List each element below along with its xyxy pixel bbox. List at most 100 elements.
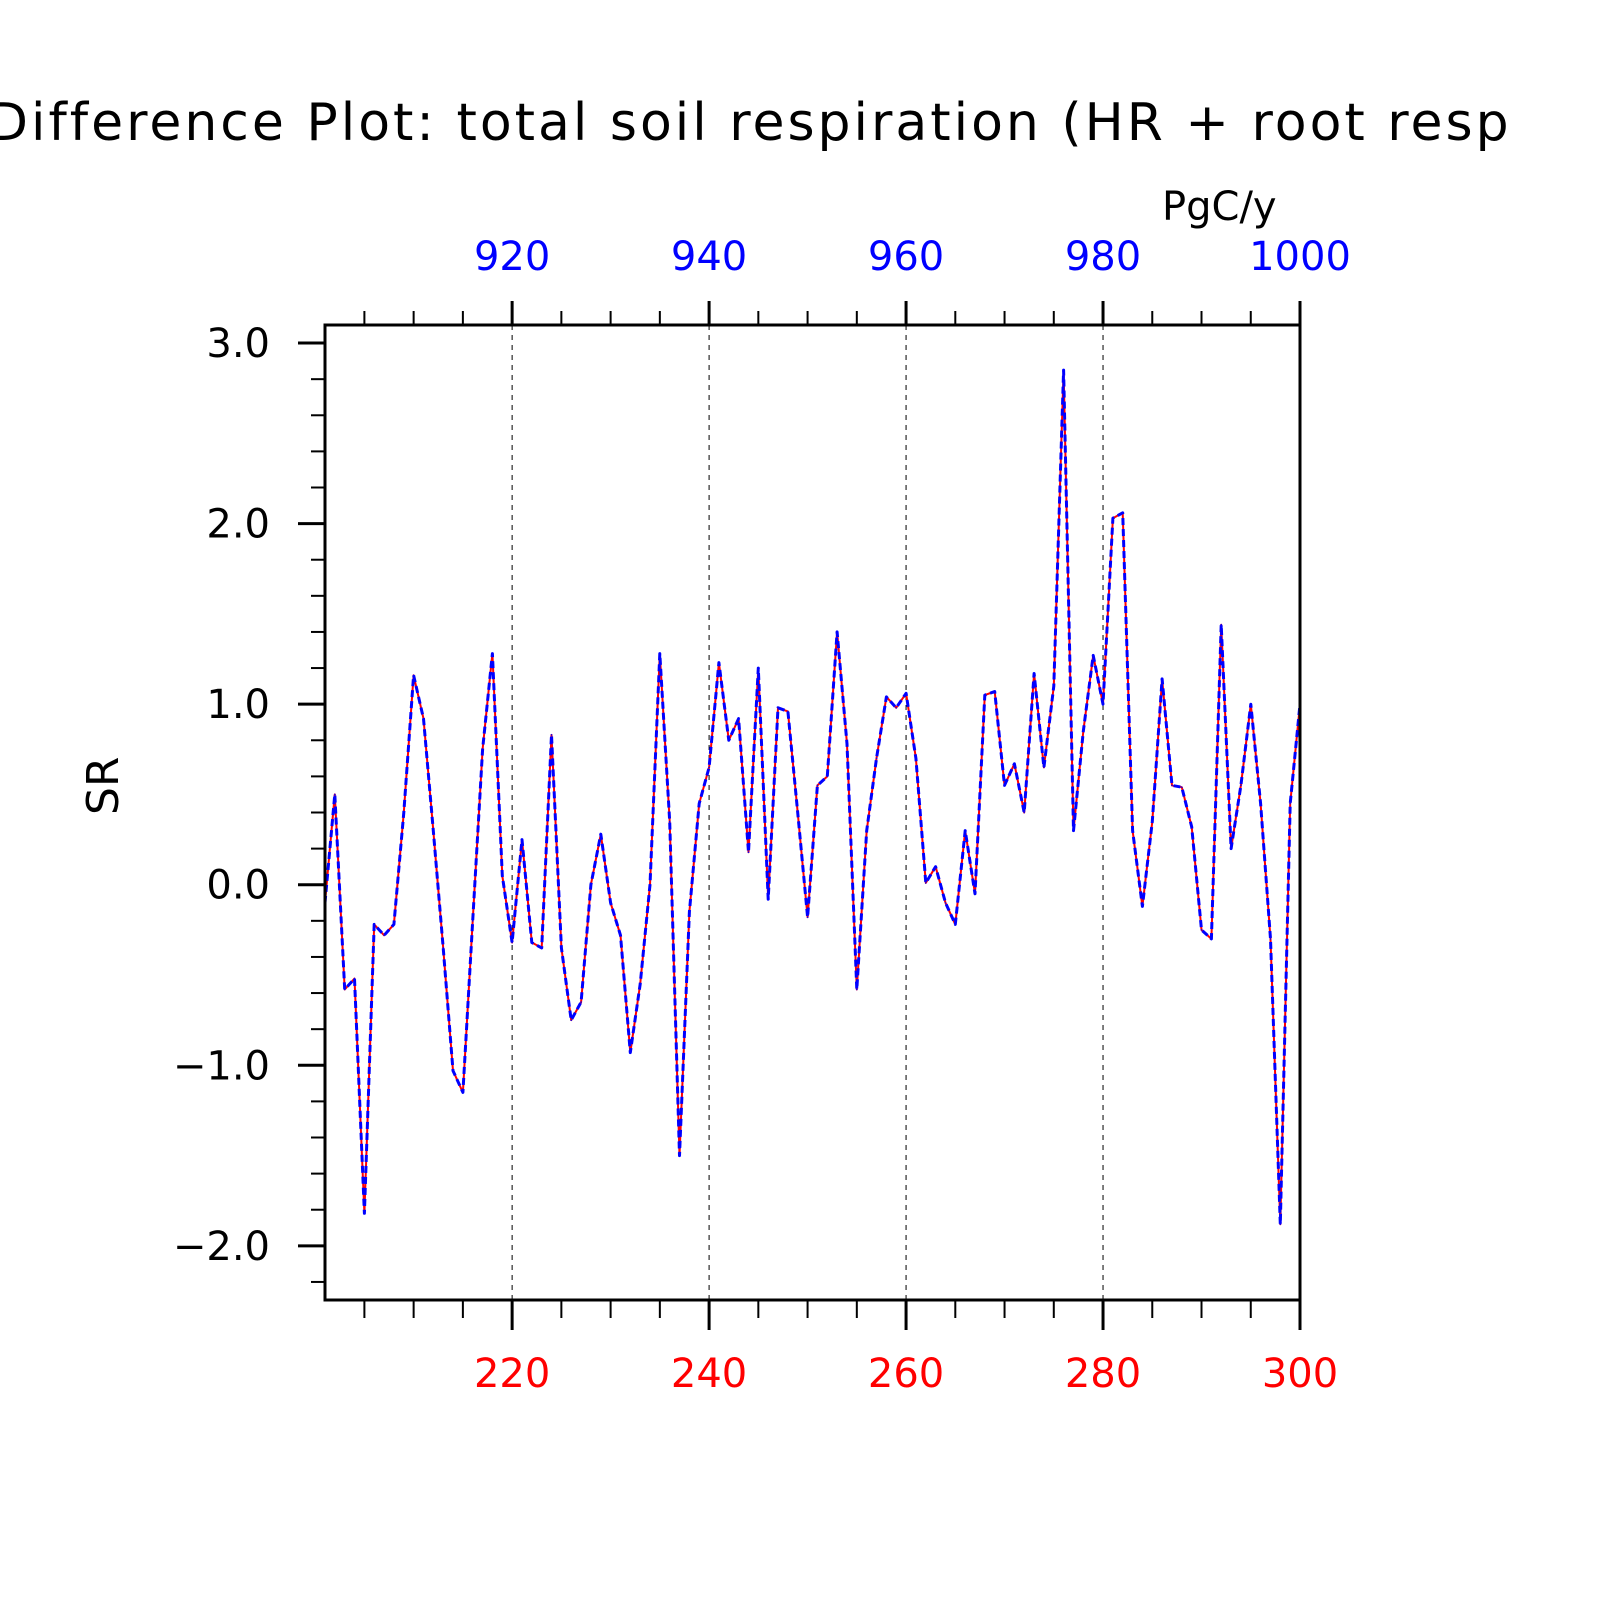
y-tick-label: 2.0 [206,502,270,548]
top-tick-label: 920 [474,234,550,280]
data-point-2 [767,898,769,900]
data-point-2 [836,631,838,633]
tick-labels: 220 240 260 280 300 920 940 960 980 1000 3.0 2.0 1.0… [173,234,1351,1397]
top-tick-label: 980 [1065,234,1141,280]
data-point-2 [373,923,376,926]
data-point-2 [1013,762,1016,765]
data-point-2 [993,690,996,693]
data-point-2 [1131,829,1134,832]
data-point-2 [747,851,750,854]
data-point-2 [540,947,543,949]
data-point-2 [590,883,592,886]
data-point-2 [422,717,425,720]
data-point-2 [1092,654,1094,657]
series-line-2 [323,368,1302,1226]
data-point-2 [1181,786,1183,789]
data-point-2 [1230,847,1232,850]
y-tick-label: −1.0 [173,1043,270,1089]
bottom-tick-label: 300 [1262,1351,1338,1397]
data-point-2 [1023,811,1026,814]
y-tick-label: 0.0 [206,863,270,909]
data-point-2 [737,717,740,720]
data-point-2 [915,757,917,760]
data-point-2 [905,692,907,695]
chart-title: Difference Plot: total soil respiration … [0,93,1512,153]
data-point-2 [984,694,986,696]
data-point-2 [1052,685,1055,687]
data-point-2 [924,882,927,884]
data-point-2 [1279,1223,1282,1225]
data-point-2 [727,739,730,742]
data-point-2 [1220,623,1223,626]
data-point-2 [412,674,415,677]
data-point-2 [718,661,720,664]
y-tick-label: 1.0 [206,682,270,728]
data-point-2 [796,811,799,814]
data-point-2 [954,923,957,926]
data-point-2 [1072,829,1075,832]
data-point-2 [599,833,602,835]
data-point-2 [1121,511,1124,514]
top-tick-label: 1000 [1249,234,1351,280]
data-point-2 [402,811,405,814]
plot-frame [323,323,1302,1302]
data-point-2 [1240,784,1242,787]
data-point-2 [757,667,760,669]
data-point-2 [1210,938,1213,940]
data-point-2 [629,1051,632,1054]
series-line-1 [324,369,1301,1226]
data-point-2 [609,901,612,904]
bottom-tick-label: 220 [474,1351,550,1397]
data-point-2 [1259,802,1262,805]
data-point-2 [816,784,819,787]
data-point-2 [452,1069,454,1072]
data-point-2 [944,901,947,904]
bottom-tick-label: 260 [868,1351,944,1397]
data-point-2 [649,883,651,886]
data-point-2 [432,829,435,832]
data-point-2 [1082,730,1085,733]
data-point-2 [531,941,533,944]
data-point-2 [1200,929,1203,931]
data-point-2 [698,802,701,805]
y-tick-label: −2.0 [173,1224,270,1270]
data-point-2 [806,916,809,919]
data-point-2 [1161,678,1163,680]
data-point-2 [442,947,444,949]
data-point-2 [856,988,858,991]
data-point-2 [471,920,474,922]
data-point-2 [1102,703,1104,705]
data-point-2 [668,820,671,823]
axis-ticks [298,301,1302,1330]
data-point-2 [343,988,346,991]
data-point-2 [875,757,878,760]
data-point-2 [659,652,661,655]
data-point-2 [511,941,513,944]
data-point-2 [363,1212,366,1215]
data-point-2 [462,1091,464,1094]
data-point-2 [383,934,385,937]
data-point-2 [787,710,789,713]
data-point-2 [885,696,888,698]
data-point-2 [619,934,622,937]
data-point-2 [688,911,691,913]
grid-lines [511,325,1104,1300]
data-point-2 [1062,369,1065,371]
data-point-2 [934,865,937,868]
data-point-2 [334,793,336,796]
data-point-2 [1043,766,1045,769]
data-point-2 [1249,703,1252,705]
data-point-2 [865,829,868,832]
data-point-2 [964,829,966,832]
data-point-2 [481,748,484,751]
data-point-2 [895,706,898,709]
data-point-2 [1289,802,1291,805]
data-point-2 [1151,820,1154,823]
data-point-2 [1112,517,1114,519]
top-tick-label: 960 [868,234,944,280]
data-point-2 [1269,938,1272,940]
data-point-2 [393,923,395,926]
data-point-2 [580,1001,582,1003]
data-point-2 [521,838,523,841]
